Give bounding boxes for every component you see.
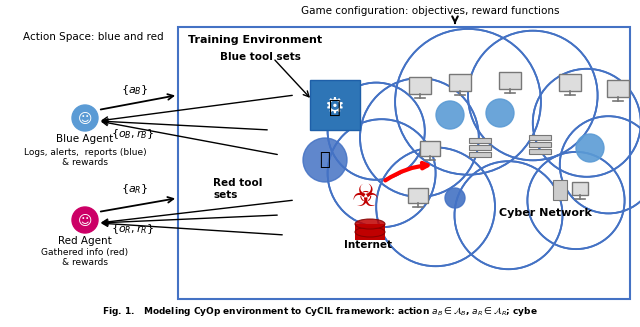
Text: ☺: ☺ (77, 112, 92, 126)
FancyBboxPatch shape (529, 142, 551, 147)
FancyBboxPatch shape (499, 72, 521, 89)
Text: $\{a_R\}$: $\{a_R\}$ (122, 182, 148, 196)
Text: Action Space: blue and red: Action Space: blue and red (22, 32, 163, 42)
Text: 📶: 📶 (319, 151, 330, 169)
Bar (178, 27, 630, 299)
Circle shape (486, 99, 514, 127)
Text: Red tool
sets: Red tool sets (213, 178, 262, 199)
Text: $\{o_B, r_B\}$: $\{o_B, r_B\}$ (111, 127, 155, 141)
FancyBboxPatch shape (449, 74, 471, 91)
FancyBboxPatch shape (469, 138, 491, 143)
Text: $\{a_B\}$: $\{a_B\}$ (122, 83, 148, 97)
Circle shape (303, 138, 347, 182)
Text: Training Environment: Training Environment (188, 35, 322, 45)
Text: 🔐: 🔐 (329, 97, 341, 116)
FancyBboxPatch shape (559, 74, 581, 91)
FancyBboxPatch shape (607, 79, 629, 96)
Text: Fig. 1.   Modeling CyOp environment to CyCIL framework: action $a_B \in \mathcal: Fig. 1. Modeling CyOp environment to CyC… (102, 305, 538, 318)
Text: $\{o_R, r_R\}$: $\{o_R, r_R\}$ (111, 222, 155, 236)
FancyBboxPatch shape (553, 180, 567, 200)
Text: Blue tool sets: Blue tool sets (220, 52, 301, 62)
Text: Cyber Network: Cyber Network (499, 208, 591, 218)
Text: ☣: ☣ (351, 182, 379, 212)
Text: Game configuration: objectives, reward functions: Game configuration: objectives, reward f… (301, 6, 559, 16)
FancyBboxPatch shape (469, 145, 491, 150)
FancyBboxPatch shape (529, 149, 551, 154)
Ellipse shape (355, 227, 385, 237)
FancyBboxPatch shape (409, 77, 431, 94)
Circle shape (445, 188, 465, 208)
Text: ☺: ☺ (77, 214, 92, 228)
Circle shape (576, 134, 604, 162)
Ellipse shape (374, 69, 616, 227)
FancyBboxPatch shape (529, 135, 551, 140)
Text: ⚙: ⚙ (325, 97, 345, 117)
Text: Gathered info (red)
& rewards: Gathered info (red) & rewards (42, 248, 129, 267)
Circle shape (436, 101, 464, 129)
Text: Logs, alerts,  reports (blue)
& rewards: Logs, alerts, reports (blue) & rewards (24, 148, 147, 167)
Bar (355, 224, 385, 240)
FancyBboxPatch shape (572, 181, 588, 195)
FancyBboxPatch shape (408, 187, 428, 202)
FancyBboxPatch shape (420, 141, 440, 156)
FancyBboxPatch shape (310, 80, 360, 130)
Ellipse shape (355, 219, 385, 229)
FancyBboxPatch shape (469, 152, 491, 157)
Circle shape (72, 105, 98, 131)
Text: Red Agent: Red Agent (58, 236, 112, 246)
Text: Blue Agent: Blue Agent (56, 134, 114, 144)
Text: Internet: Internet (344, 240, 392, 250)
Circle shape (72, 207, 98, 233)
